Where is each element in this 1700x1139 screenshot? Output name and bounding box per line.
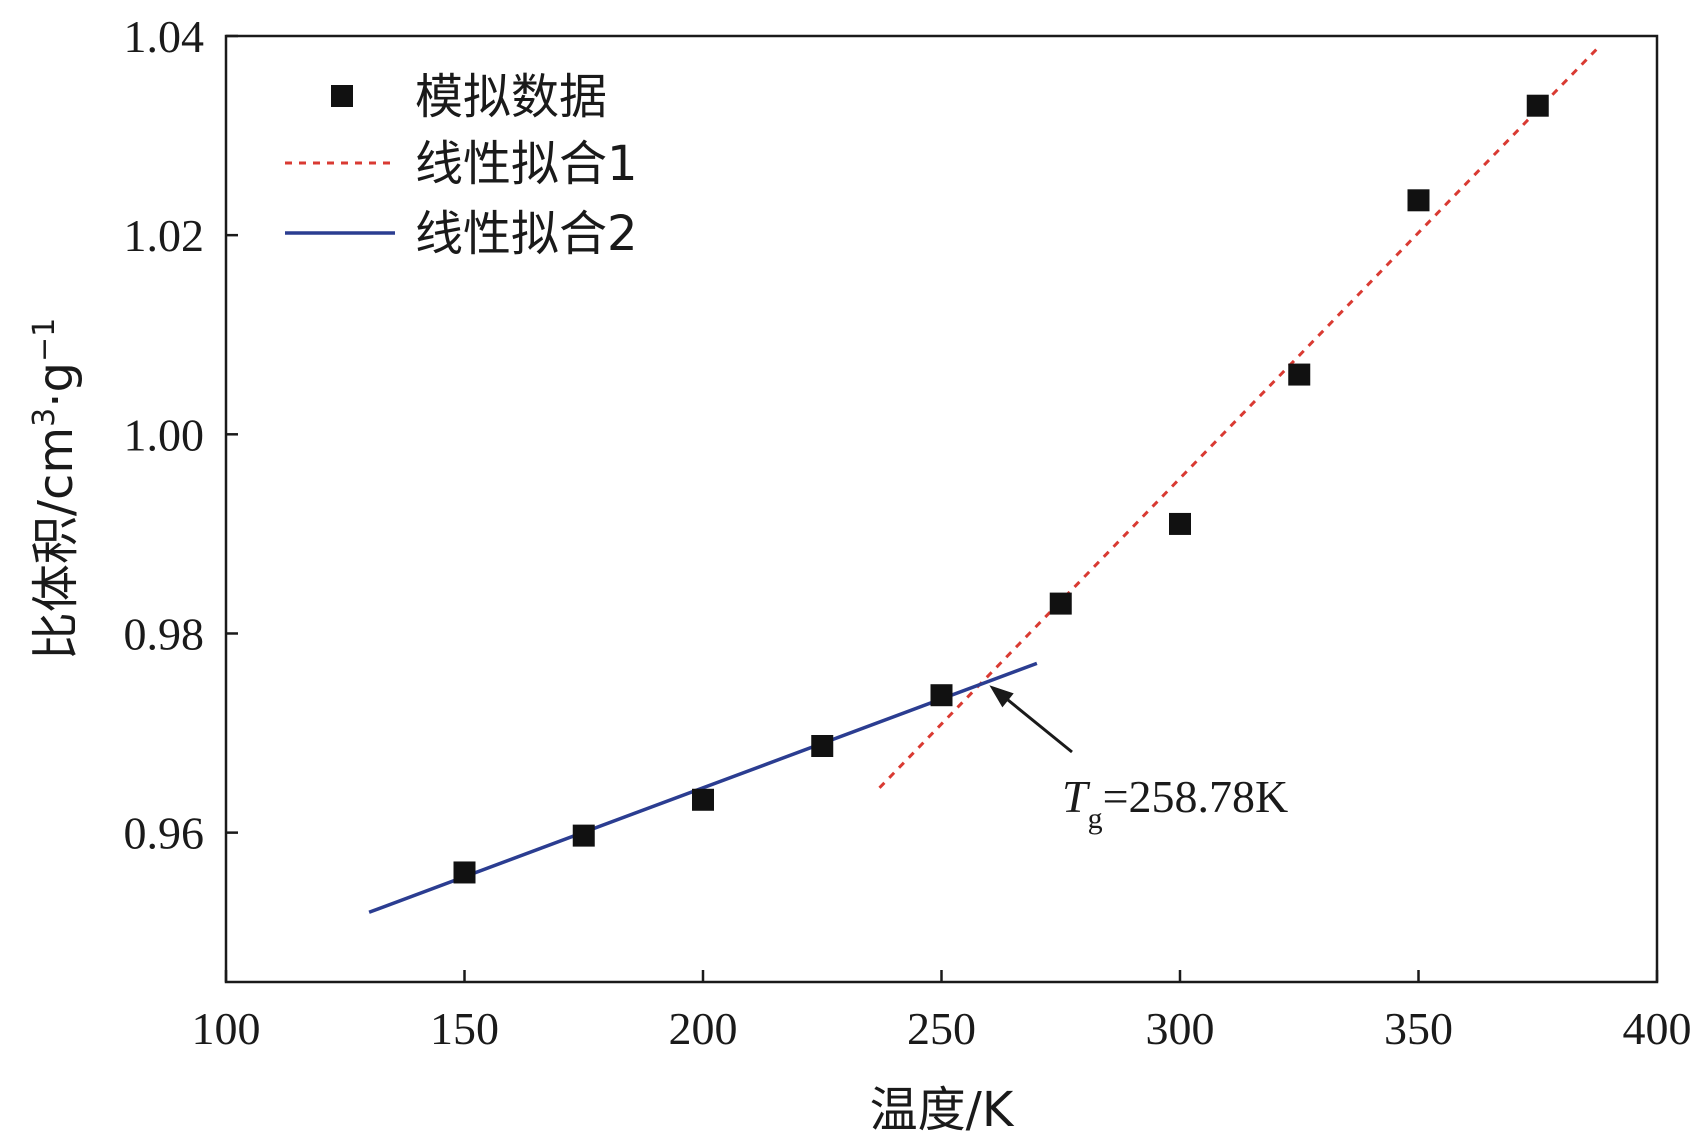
y-tick-label: 1.02	[124, 210, 205, 261]
x-tick-label: 200	[669, 1003, 738, 1054]
y-tick-label: 0.96	[124, 808, 205, 859]
x-axis-title: 温度/K	[870, 1082, 1015, 1138]
y-axis-title: 比体积/cm3·g−1	[27, 318, 84, 660]
x-tick-label: 100	[192, 1003, 261, 1054]
legend-label-fit-1: 线性拟合1	[415, 136, 638, 192]
x-tick-label: 150	[430, 1003, 499, 1054]
data-point	[692, 788, 714, 811]
tg-value: =258.78K	[1103, 771, 1289, 822]
y-title-sup2: −1	[27, 318, 62, 362]
x-tick-label: 300	[1146, 1003, 1215, 1054]
tg-subscript: g	[1088, 802, 1103, 835]
y-title-mid: ·g	[28, 362, 84, 408]
data-point	[1049, 592, 1072, 615]
data-point	[1169, 512, 1191, 535]
legend-label-fit-2: 线性拟合2	[415, 206, 638, 262]
fit-line-1	[878, 44, 1601, 789]
x-tick-label: 400	[1623, 1003, 1692, 1054]
y-tick-label: 0.98	[124, 608, 205, 659]
data-point	[1526, 94, 1549, 117]
y-title-main: 比体积/cm	[28, 427, 84, 660]
annotation-arrow-shaft	[1002, 695, 1073, 754]
data-point	[1407, 189, 1430, 212]
data-point	[572, 824, 595, 847]
fit-line-2	[368, 661, 1038, 914]
tg-annotation: Tg=258.78K	[1062, 771, 1288, 835]
x-tick-label: 350	[1384, 1003, 1453, 1054]
data-point	[930, 684, 953, 707]
x-tick-label: 250	[907, 1003, 976, 1054]
annotation-arrow-head	[989, 685, 1014, 708]
y-tick-label: 1.00	[124, 409, 205, 460]
legend-label-data: 模拟数据	[415, 69, 607, 125]
data-point	[1288, 363, 1311, 386]
tg-symbol: T	[1062, 771, 1091, 822]
y-tick-label: 1.04	[124, 11, 205, 62]
data-point	[453, 861, 476, 884]
data-point	[811, 734, 834, 757]
legend-marker-square	[331, 85, 353, 107]
y-title-sup1: 3	[27, 408, 62, 427]
